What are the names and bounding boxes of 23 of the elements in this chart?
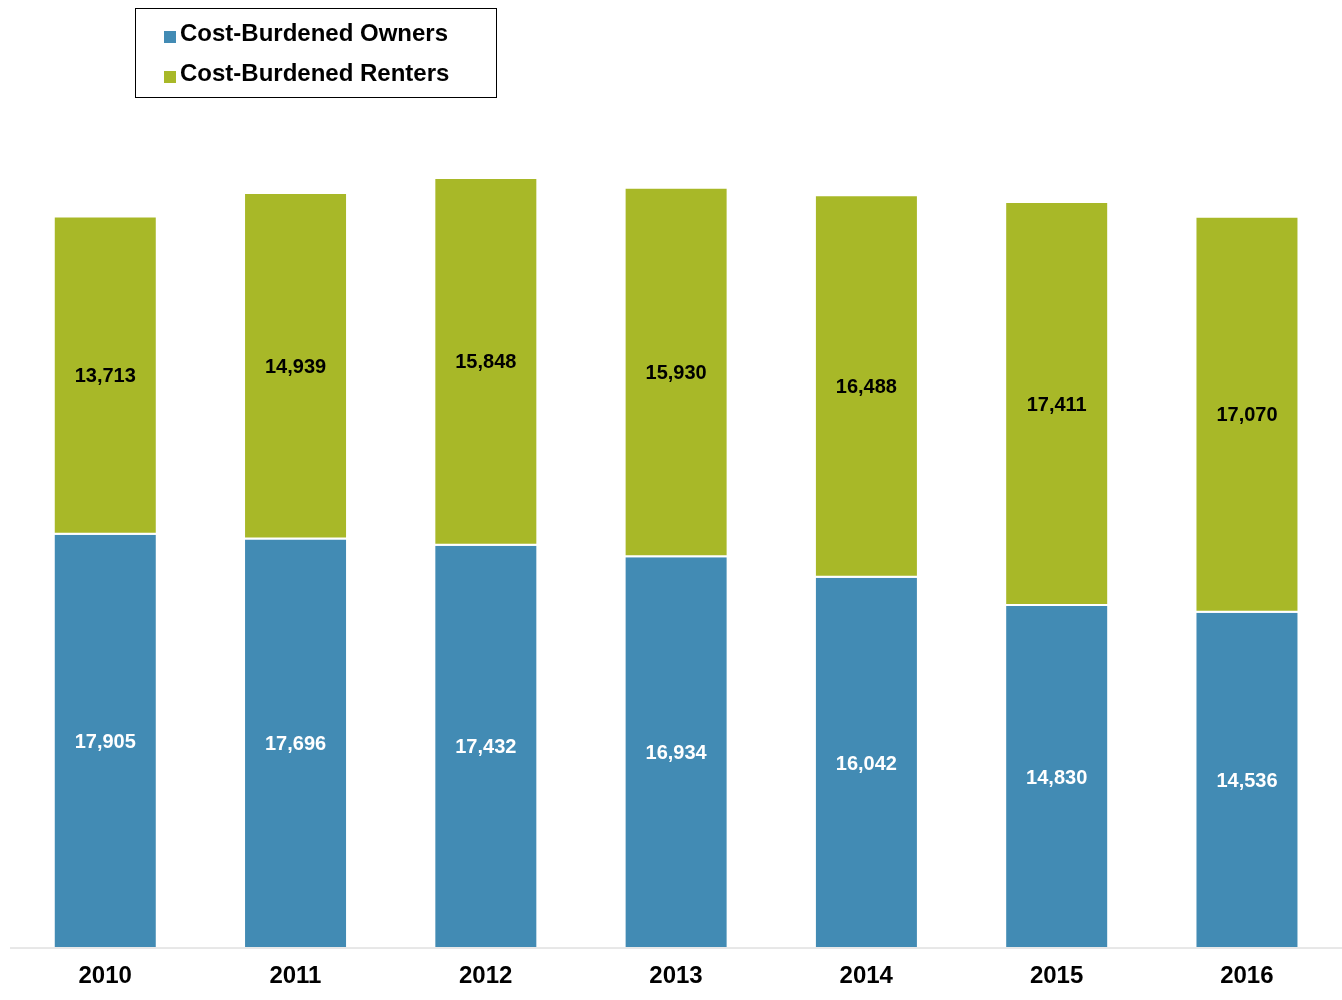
x-tick-label: 2013 [649,961,703,989]
data-label: 16,488 [835,375,897,398]
legend-label: Cost-Burdened Owners [180,19,449,46]
data-label: 15,930 [645,361,707,384]
data-label: 13,713 [74,364,136,387]
x-tick-label: 2016 [1220,961,1274,989]
data-label: 14,939 [264,354,327,377]
x-tick-label: 2010 [78,961,132,989]
data-label: 17,411 [1026,392,1087,415]
data-label: 17,696 [264,732,327,755]
x-tick-label: 2011 [269,961,322,989]
x-tick-label: 2014 [839,961,894,989]
data-label: 17,905 [74,729,136,752]
data-label: 17,070 [1216,403,1278,426]
x-tick-label: 2015 [1029,961,1084,989]
data-label: 17,432 [455,735,517,758]
legend-label: Cost-Burdened Renters [180,59,450,86]
data-label: 15,848 [455,350,517,373]
data-label: 16,934 [645,741,708,764]
data-label: 16,042 [835,751,897,774]
x-tick-label: 2012 [459,961,513,989]
data-label: 14,830 [1026,765,1088,788]
data-label: 14,536 [1216,768,1278,791]
